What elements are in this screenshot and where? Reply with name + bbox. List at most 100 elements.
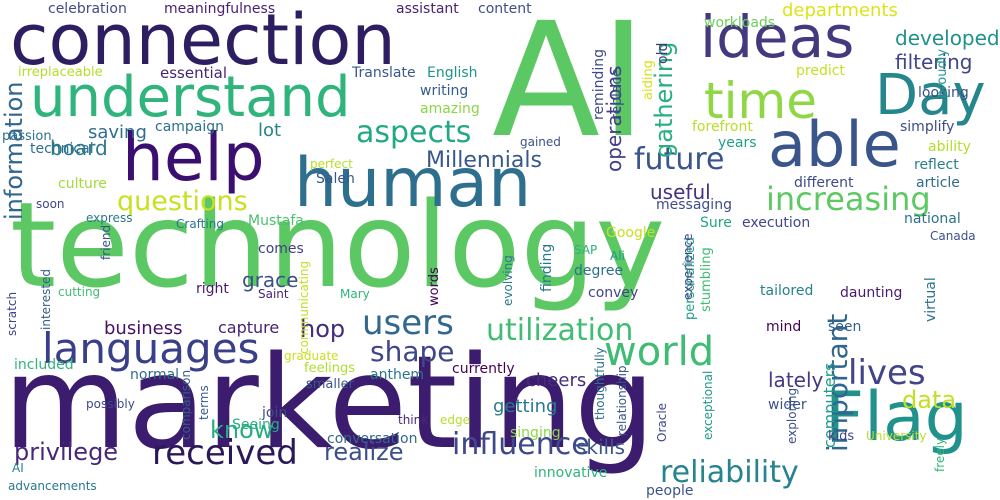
word-lately: lately [768, 368, 824, 392]
word-assistant: assistant [396, 1, 459, 17]
word-millennials: Millennials [426, 148, 542, 173]
word-forefront: forefront [692, 119, 753, 135]
word-day: Day [875, 63, 986, 128]
word-normal: normal [130, 367, 180, 383]
word-feelings: feelings [304, 361, 356, 376]
word-stumbling: stumbling [699, 247, 714, 312]
word-mustafa: Mustafa [248, 213, 304, 229]
word-predict: predict [796, 63, 845, 79]
word-lot: lot [258, 120, 282, 141]
word-advancements: advancements [8, 479, 97, 493]
word-oracle: Oracle [655, 402, 669, 442]
word-perfect: perfect [310, 157, 353, 171]
word-marketing: marketing [3, 329, 656, 478]
word-passion: passion [2, 129, 52, 144]
word-join: join [262, 405, 288, 421]
word-ai: AI [492, 0, 647, 173]
word-ideas: ideas [700, 3, 855, 71]
word-writing: writing [420, 83, 469, 99]
word-messaging: messaging [656, 197, 732, 213]
word-friend: friend [99, 224, 113, 260]
word-innovative: innovative [534, 465, 608, 481]
word-departments: departments [782, 0, 898, 21]
word-comparison: comparison [179, 369, 193, 440]
word-world: world [604, 329, 715, 375]
word-know: know [210, 416, 274, 444]
word-exceptional: exceptional [701, 370, 715, 440]
word-human: human [294, 144, 532, 223]
word-hop: hop [300, 315, 346, 343]
word-sure: Sure [700, 215, 732, 231]
word-think: think [398, 413, 429, 427]
word-privilege: privilege [14, 438, 119, 466]
word-cheers: cheers [526, 370, 587, 391]
word-board: board [50, 136, 108, 160]
word-shape: shape [370, 335, 455, 368]
word-currently: currently [452, 361, 515, 377]
word-relationship: relationship [615, 365, 629, 436]
word-words: words [427, 267, 442, 306]
word-kids: kids [828, 429, 855, 444]
word-mary: Mary [340, 287, 370, 301]
word-connection: connection [10, 0, 396, 81]
word-virtual: virtual [923, 277, 939, 322]
word-campaign: campaign [155, 119, 225, 135]
word-technical: technical [30, 141, 94, 157]
word-reminding: reminding [591, 49, 607, 120]
word-mind: mind [766, 319, 802, 335]
word-wider: wider [768, 397, 807, 413]
word-seen: seen [828, 319, 862, 335]
word-university: University [866, 429, 927, 443]
word-degree: degree [574, 263, 624, 279]
word-irreplaceable: irreplaceable [18, 65, 103, 80]
word-english: English [427, 65, 478, 81]
word-comes: comes [258, 241, 304, 257]
word-ai-small: AI [12, 461, 24, 475]
word-workloads: workloads [704, 15, 776, 31]
word-scratch: scratch [5, 291, 19, 336]
word-languages: languages [42, 324, 260, 373]
word-google: Google [606, 225, 656, 241]
word-translate: Translate [352, 65, 416, 81]
word-skills: skills [576, 435, 626, 459]
word-article: article [916, 175, 960, 191]
word-simplify: simplify [900, 119, 955, 135]
word-saleh: Saleh [316, 171, 355, 187]
word-national: national [904, 211, 961, 227]
word-people: people [646, 483, 694, 499]
word-old: old [655, 42, 671, 64]
word-time: time [704, 72, 817, 130]
word-cutting: cutting [58, 285, 101, 299]
word-realize: realize [324, 438, 404, 466]
word-data: data [902, 386, 957, 414]
word-developed: developed [895, 26, 1000, 50]
word-meaningfulness: meaningfulness [164, 1, 276, 17]
word-questions: questions [117, 186, 248, 217]
word-celebration: celebration [48, 1, 127, 17]
word-experience: experience [681, 233, 695, 300]
word-capture: capture [218, 318, 280, 337]
word-future: future [634, 142, 725, 177]
word-included: included [14, 357, 74, 373]
word-able: able [768, 108, 901, 181]
word-canada: Canada [930, 229, 976, 243]
word-reliability: reliability [660, 455, 799, 490]
word-saving: saving [88, 122, 147, 143]
word-graduate: graduate [284, 349, 339, 363]
word-getting: getting [493, 396, 558, 417]
word-edge: edge [440, 413, 470, 427]
word-evolving: evolving [501, 255, 515, 306]
word-information: information [0, 81, 28, 220]
word-culture: culture [58, 176, 107, 192]
word-replace: replace [609, 68, 625, 120]
word-finding: finding [539, 243, 555, 292]
word-proudly: proudly [935, 48, 950, 98]
word-filtering: filtering [895, 50, 973, 74]
word-interested: interested [39, 268, 53, 330]
word-aiding: aiding [641, 60, 656, 100]
word-express: express [86, 211, 133, 225]
word-anthem: anthem [370, 367, 425, 383]
word-freely: freely [933, 437, 947, 472]
word-users: users [362, 303, 454, 343]
word-useful: useful [650, 180, 711, 204]
